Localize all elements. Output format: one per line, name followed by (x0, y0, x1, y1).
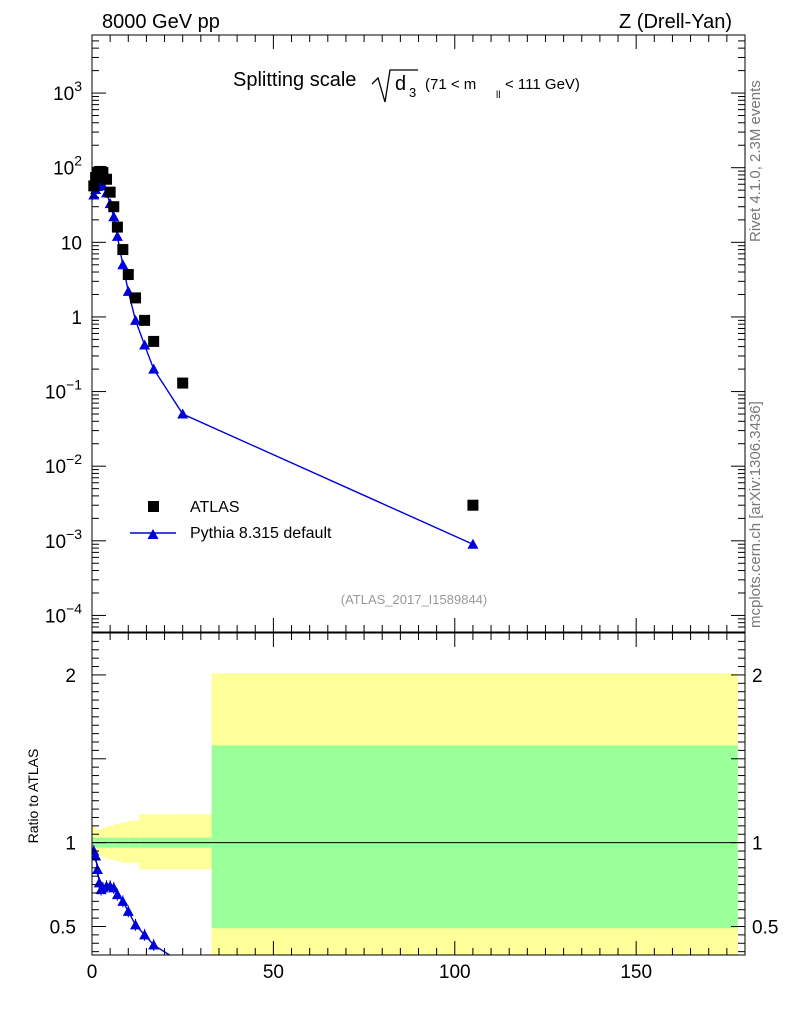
x-tick-label: 0 (87, 962, 98, 983)
title-subscript: 3 (409, 85, 416, 100)
atlas-point (130, 292, 142, 304)
atlas-point (88, 180, 100, 192)
ratio-mc-point (111, 889, 123, 900)
atlas-point (148, 335, 160, 347)
x-tick-label: 50 (263, 962, 284, 983)
ratio-mc-point (92, 850, 102, 861)
ratio-y-tick-label-right: 2 (752, 666, 763, 687)
ratio-mc-point (130, 919, 142, 930)
legend-atlas-marker (148, 501, 159, 512)
atlas-point (122, 269, 134, 281)
ratio-y-tick-label: 1 (65, 834, 76, 855)
ratio-y-label: Ratio to ATLAS (25, 749, 41, 844)
mc-point (177, 408, 189, 419)
legend-atlas-label: ATLAS (190, 499, 240, 516)
title-range-open: (71 < m (425, 76, 476, 93)
ratio-mc-series (92, 845, 188, 968)
ratio-mc-point (139, 929, 151, 940)
atlas-point (97, 167, 109, 179)
atlas-point (111, 221, 123, 233)
y-tick-label: 10−1 (45, 377, 82, 404)
y-tick-label: 10 (61, 233, 82, 254)
analysis-id: (ATLAS_2017_I1589844) (341, 592, 487, 607)
mc-point (148, 363, 160, 374)
y-tick-label: 103 (53, 78, 82, 105)
ratio-mc-point (108, 882, 120, 893)
x-tick-label: 150 (620, 962, 652, 983)
main-panel: 10−4 10−3 10−2 10−1 1 10 102 103 (45, 34, 746, 633)
y-tick-label: 10−2 (45, 451, 82, 478)
mcplots-label: mcplots.cern.ch [arXiv:1306.3436] (747, 401, 764, 628)
ratio-mc-point (177, 958, 188, 968)
mc-point (467, 538, 479, 549)
y-tick-label: 10−4 (45, 600, 82, 627)
ratio-panel: 0 50 100 150 0.5 0.5 1 1 2 2 (50, 632, 778, 983)
title-variable: d (395, 73, 406, 95)
y-tick-label: 1 (71, 308, 82, 329)
atlas-point (117, 244, 129, 256)
ratio-band-inner (211, 745, 738, 929)
ratio-mc-point (92, 863, 103, 874)
mc-point (117, 259, 129, 270)
mc-point (108, 211, 120, 222)
rivet-label: Rivet 4.1.0, 2.3M events (747, 80, 764, 242)
mc-point (130, 314, 142, 325)
ratio-mc-point (117, 895, 129, 906)
legend: ATLAS Pythia 8.315 default (130, 499, 332, 542)
energy-label: 8000 GeV pp (102, 11, 220, 33)
ratio-y-tick-label: 0.5 (50, 917, 76, 938)
atlas-point (101, 173, 113, 185)
atlas-point (108, 201, 120, 213)
atlas-point (177, 377, 189, 389)
main-frame (91, 34, 746, 633)
process-label: Z (Drell-Yan) (619, 11, 732, 33)
plot-title: Splitting scale d 3 (71 < m ll < 111 GeV… (233, 69, 580, 103)
title-range-close: < 111 GeV) (505, 76, 580, 93)
mc-line (93, 184, 474, 545)
mc-point (139, 339, 151, 350)
ratio-mc-point (122, 905, 134, 916)
title-prefix: Splitting scale (233, 69, 356, 91)
legend-mc-label: Pythia 8.315 default (190, 525, 332, 542)
atlas-point (467, 499, 479, 511)
ratio-mc-point (148, 939, 160, 950)
x-tick-label: 100 (439, 962, 471, 983)
ratio-y-tick-label-right: 1 (752, 834, 763, 855)
y-tick-label: 10−3 (45, 526, 82, 553)
mc-point (111, 230, 123, 241)
atlas-point (104, 186, 116, 198)
ratio-y-tick-label-right: 0.5 (752, 917, 778, 938)
atlas-point (139, 314, 151, 326)
title-range-subscript: ll (496, 90, 500, 101)
y-tick-label: 102 (53, 153, 82, 180)
sqrt-sign-icon (371, 69, 418, 103)
legend-mc-marker (147, 529, 159, 539)
ratio-y-tick-label: 2 (65, 666, 76, 687)
